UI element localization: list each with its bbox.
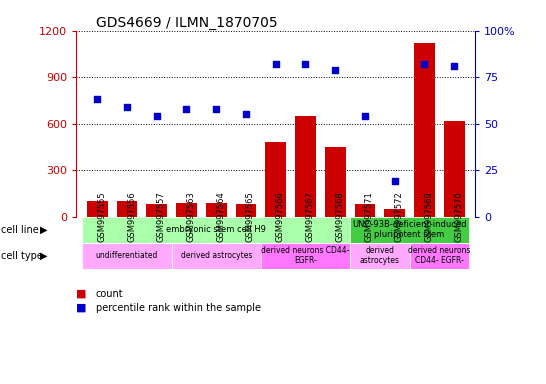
Text: GSM997568: GSM997568 (335, 191, 344, 242)
Text: ■: ■ (76, 289, 87, 299)
Bar (146, 204, 167, 217)
Bar (176, 203, 197, 217)
Text: GSM997564: GSM997564 (216, 191, 225, 242)
Text: derived neurons
CD44- EGFR-: derived neurons CD44- EGFR- (408, 246, 471, 265)
Point (331, 67, 340, 73)
Text: GDS4669 / ILMN_1870705: GDS4669 / ILMN_1870705 (97, 16, 278, 30)
Point (93, 96, 102, 103)
Text: GSM997566: GSM997566 (276, 191, 284, 242)
Bar (354, 204, 376, 217)
Point (450, 63, 459, 69)
Bar (87, 201, 108, 217)
Text: GSM997556: GSM997556 (127, 191, 136, 242)
Point (420, 61, 429, 67)
Bar (206, 203, 227, 217)
Bar (82, 243, 171, 269)
Text: cell type: cell type (1, 251, 43, 261)
Text: GSM997555: GSM997555 (97, 191, 106, 242)
Text: ▶: ▶ (40, 251, 48, 261)
Point (152, 113, 161, 119)
Bar (82, 217, 350, 243)
Point (390, 178, 399, 184)
Text: count: count (96, 289, 123, 299)
Text: GSM997567: GSM997567 (305, 191, 314, 242)
Point (242, 111, 251, 118)
Point (123, 104, 132, 110)
Text: GSM997557: GSM997557 (157, 191, 166, 242)
Point (360, 113, 369, 119)
Bar (410, 243, 469, 269)
Bar (295, 116, 316, 217)
Text: GSM997565: GSM997565 (246, 191, 255, 242)
Text: GSM997572: GSM997572 (395, 191, 403, 242)
Text: derived neurons CD44-
EGFR-: derived neurons CD44- EGFR- (262, 246, 349, 265)
Point (182, 106, 191, 112)
Bar (350, 217, 469, 243)
Text: ■: ■ (76, 303, 87, 313)
Text: GSM997569: GSM997569 (424, 191, 434, 242)
Text: UNC-93B-deficient-induced
pluripotent stem: UNC-93B-deficient-induced pluripotent st… (352, 220, 467, 239)
Bar (261, 243, 350, 269)
Text: GSM997563: GSM997563 (187, 191, 195, 242)
Bar (350, 243, 410, 269)
Bar (414, 43, 435, 217)
Point (212, 106, 221, 112)
Text: cell line: cell line (1, 225, 38, 235)
Point (271, 61, 280, 67)
Point (301, 61, 310, 67)
Bar (235, 204, 257, 217)
Bar (171, 243, 261, 269)
Text: embryonic stem cell H9: embryonic stem cell H9 (167, 225, 266, 234)
Text: percentile rank within the sample: percentile rank within the sample (96, 303, 260, 313)
Bar (117, 201, 138, 217)
Text: GSM997570: GSM997570 (454, 191, 463, 242)
Text: ▶: ▶ (40, 225, 48, 235)
Text: GSM997571: GSM997571 (365, 191, 374, 242)
Bar (325, 147, 346, 217)
Bar (444, 121, 465, 217)
Bar (265, 142, 286, 217)
Text: undifferentiated: undifferentiated (96, 251, 158, 260)
Bar (384, 209, 405, 217)
Text: derived
astrocytes: derived astrocytes (360, 246, 400, 265)
Text: derived astrocytes: derived astrocytes (181, 251, 252, 260)
